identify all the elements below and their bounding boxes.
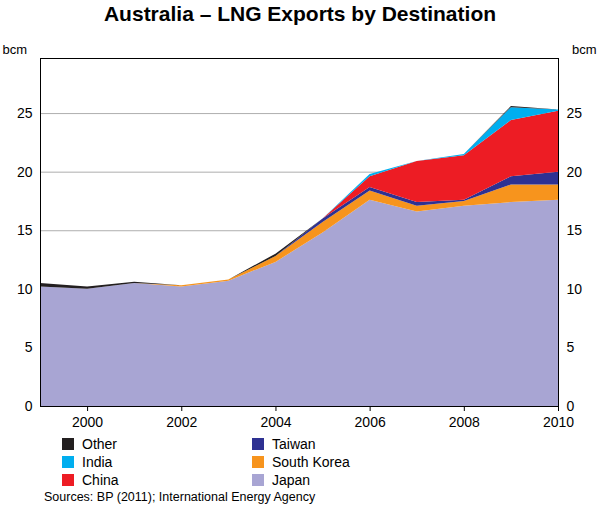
svg-text:25: 25 [567,105,583,121]
html-text:India: India [82,454,113,470]
svg-text:2000: 2000 [72,414,103,430]
svg-text:2010: 2010 [543,414,574,430]
svg-text:bcm: bcm [3,42,28,57]
svg-text:2006: 2006 [355,414,386,430]
svg-text:0: 0 [567,398,575,414]
html-text:China: China [82,472,119,488]
svg-text:10: 10 [567,281,583,297]
svg-text:2002: 2002 [166,414,197,430]
svg-text:5: 5 [567,339,575,355]
svg-text:5: 5 [25,339,33,355]
svg-text:15: 15 [567,222,583,238]
svg-text:10: 10 [17,281,33,297]
html-text:Taiwan: Taiwan [272,436,316,452]
svg-text:25: 25 [17,105,33,121]
svg-text:2004: 2004 [260,414,291,430]
html-text:Australia – LNG Exports by Des: Australia – LNG Exports by Destination [104,2,496,25]
svg-text:20: 20 [567,164,583,180]
svg-text:20: 20 [17,164,33,180]
svg-text:15: 15 [17,222,33,238]
html-text:Other: Other [82,436,117,452]
html-text:South Korea: South Korea [272,454,350,470]
svg-text:0: 0 [25,398,33,414]
html-text:Sources: BP (2011); Internatio: Sources: BP (2011); International Energy… [44,490,316,504]
svg-text:2008: 2008 [449,414,480,430]
svg-text:bcm: bcm [572,42,597,57]
html-text:Japan: Japan [272,472,311,488]
